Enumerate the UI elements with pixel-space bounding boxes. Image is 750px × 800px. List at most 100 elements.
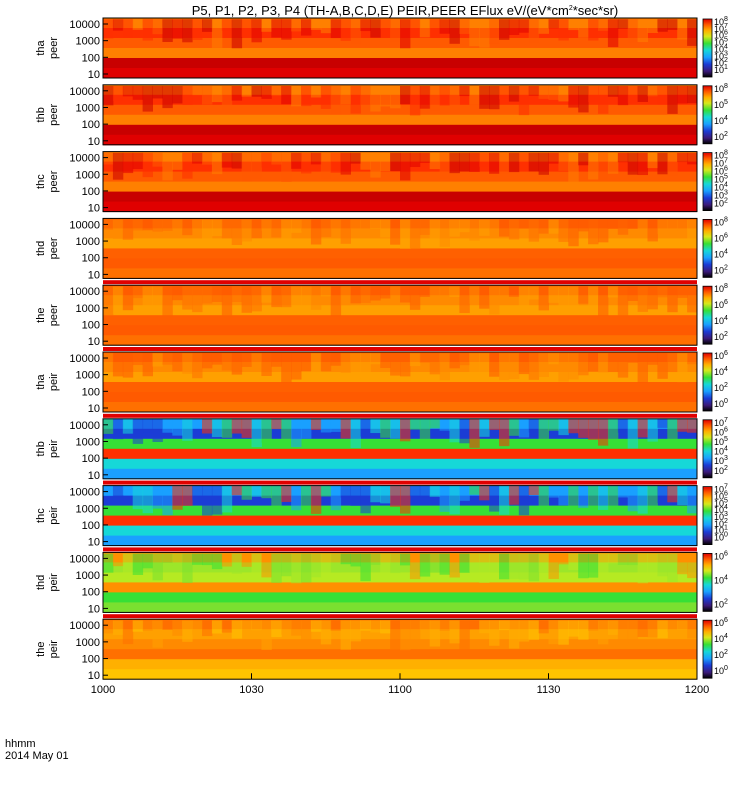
spectrogram-column xyxy=(558,219,569,242)
y-tick-label: 10 xyxy=(88,403,100,415)
spectrogram-column xyxy=(320,19,332,34)
spectrogram-column xyxy=(439,353,450,381)
spectrogram-column xyxy=(499,219,510,237)
spectrogram-column xyxy=(439,553,450,575)
y-tick-label: 10000 xyxy=(69,620,100,632)
spectrogram-column xyxy=(548,86,559,100)
spectrogram-column xyxy=(607,620,619,635)
spectrogram-column xyxy=(122,286,134,311)
spectrogram-column xyxy=(607,19,619,48)
spectrogram-column xyxy=(409,219,421,249)
spectrogram-column xyxy=(231,553,243,574)
colorbar-tick-label: 106 xyxy=(714,490,728,501)
colorbar-tick-label: 108 xyxy=(714,83,728,94)
y-tick-label: 1000 xyxy=(76,370,100,382)
spectrogram-column xyxy=(538,86,549,99)
panel-frame xyxy=(102,217,698,279)
colorbar-tick-label: 106 xyxy=(714,617,728,628)
spectrogram-column xyxy=(588,418,599,440)
spectrogram-column xyxy=(360,152,371,170)
spectrogram-column xyxy=(627,19,639,44)
spectrogram-column xyxy=(687,620,698,639)
spectrogram-column xyxy=(548,219,559,234)
spectrogram-column xyxy=(568,219,579,247)
spectrogram-column xyxy=(419,286,431,297)
spectrogram-column xyxy=(538,286,549,311)
spectrogram-column xyxy=(400,353,411,377)
spectrogram-column xyxy=(172,219,183,231)
spectrogram-column xyxy=(479,485,490,501)
panel-frame xyxy=(102,151,698,213)
spectrogram-column xyxy=(518,152,530,162)
spectrogram-column xyxy=(479,86,490,109)
spectrogram-column xyxy=(508,19,520,35)
spectrogram-column xyxy=(211,620,223,634)
spectrogram-column xyxy=(489,152,500,174)
colorbar-tick-label: 102 xyxy=(714,331,728,342)
spectrogram-column xyxy=(211,418,223,438)
spectrogram-column xyxy=(281,485,292,502)
spectrogram-column xyxy=(400,19,411,49)
spectrogram-column xyxy=(291,553,302,584)
spectrogram-column xyxy=(499,353,510,381)
spectrogram-column xyxy=(112,418,124,440)
panel-ylabel: peer xyxy=(48,37,60,59)
y-tick-label: 100 xyxy=(82,320,100,332)
spectrogram-column xyxy=(499,286,510,301)
spectrogram-column xyxy=(419,485,431,498)
spectrogram-column xyxy=(588,553,599,578)
quality-flag-bar xyxy=(103,614,697,619)
spectrogram-column xyxy=(231,152,243,169)
spectrogram-column xyxy=(192,418,203,429)
spectrogram-column xyxy=(370,152,381,178)
spectrogram-column xyxy=(241,418,252,438)
colorbar-tick-label: 108 xyxy=(714,216,728,227)
spectrogram-column xyxy=(281,286,292,308)
spectrogram-column xyxy=(172,353,183,372)
panel-ylabel: peir xyxy=(48,506,60,525)
y-tick-label: 1000 xyxy=(76,236,100,248)
spectrogram-column xyxy=(291,19,302,32)
spectrogram-column xyxy=(350,353,361,380)
spectrogram-column xyxy=(617,418,629,433)
spectrogram-column xyxy=(122,152,134,174)
spectrogram-column xyxy=(370,19,381,38)
spectrogram-column xyxy=(459,418,470,444)
colorbar-tick-label: 102 xyxy=(714,382,728,393)
panel-tha-peir: 10 100 1000 10000 tha peir 106 104 102 100 xyxy=(35,347,728,415)
spectrogram-column xyxy=(400,620,411,651)
spectrogram-column xyxy=(469,553,480,573)
spectrogram-column xyxy=(261,86,272,99)
spectrogram-column xyxy=(152,19,163,35)
x-tick-label: 1000 xyxy=(91,684,115,696)
spectrogram-column xyxy=(360,353,371,379)
spectrogram-band xyxy=(103,392,697,403)
spectrogram-column xyxy=(251,353,262,370)
spectrogram-column xyxy=(667,286,678,313)
spectrogram-column xyxy=(211,353,223,365)
spectrogram-column xyxy=(687,86,698,104)
spectrogram-column xyxy=(558,286,569,308)
spectrogram-column xyxy=(182,353,193,374)
spectrogram-column xyxy=(449,353,460,369)
y-tick-label: 1000 xyxy=(76,303,100,315)
spectrogram-column xyxy=(320,286,332,297)
quality-flag-bar xyxy=(103,413,697,418)
spectrogram-column xyxy=(439,19,450,34)
y-tick-label: 100 xyxy=(82,186,100,198)
spectrogram-column xyxy=(598,152,609,180)
spectrogram-column xyxy=(281,19,292,40)
colorbar-tick-label: 106 xyxy=(714,350,728,361)
spectrogram-column xyxy=(627,286,639,301)
spectrogram-column xyxy=(419,19,431,38)
spectrogram-column xyxy=(162,152,173,181)
quality-flag-bar xyxy=(103,480,697,485)
spectrogram-column xyxy=(548,418,559,431)
spectrogram-column xyxy=(251,219,262,239)
spectrogram-column xyxy=(182,19,193,43)
spectrogram-column xyxy=(667,553,678,583)
spectrogram-column xyxy=(637,86,648,102)
spectrogram-column xyxy=(320,353,332,372)
spectrogram-column xyxy=(281,553,292,577)
